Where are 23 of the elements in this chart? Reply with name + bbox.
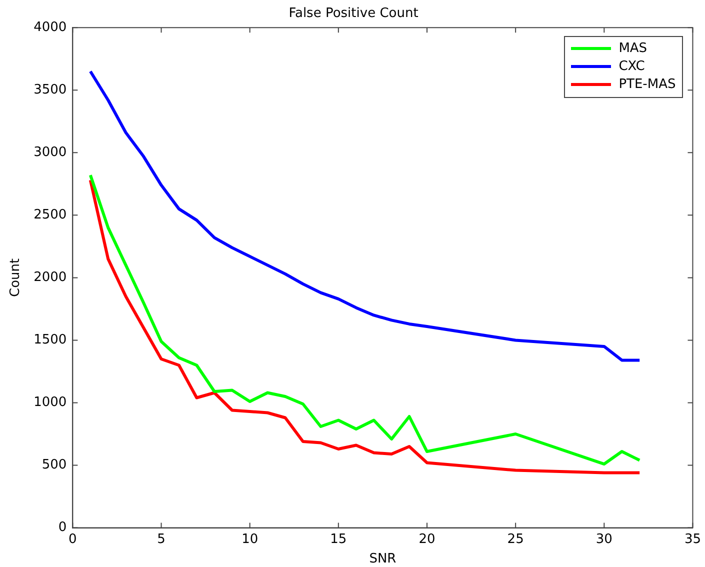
x-tick-label: 35	[684, 532, 701, 547]
x-tick-label: 5	[157, 532, 166, 547]
y-tick-label: 2000	[34, 270, 67, 286]
x-tick-label: 10	[242, 532, 258, 547]
legend-label: CXC	[618, 59, 645, 74]
y-tick-label: 2500	[34, 208, 67, 223]
y-tick-label: 3000	[34, 145, 67, 160]
legend-label: PTE-MAS	[618, 77, 676, 92]
legend-label: MAS	[618, 41, 648, 56]
x-tick-label: 0	[68, 532, 77, 547]
y-tick-label: 3500	[34, 82, 67, 98]
y-tick-label: 1500	[34, 332, 67, 348]
chart-title: False Positive Count	[288, 6, 418, 22]
x-tick-label: 30	[596, 532, 612, 547]
y-axis-title: Count	[8, 258, 24, 298]
x-tick-label: 25	[507, 532, 524, 547]
y-tick-label: 500	[42, 458, 67, 473]
x-tick-label: 15	[330, 532, 347, 547]
y-tick-label: 0	[58, 520, 67, 536]
y-tick-label: 4000	[34, 20, 67, 35]
y-tick-label: 1000	[34, 395, 67, 410]
x-tick-label: 20	[418, 532, 436, 547]
x-axis-title: SNR	[369, 552, 396, 567]
